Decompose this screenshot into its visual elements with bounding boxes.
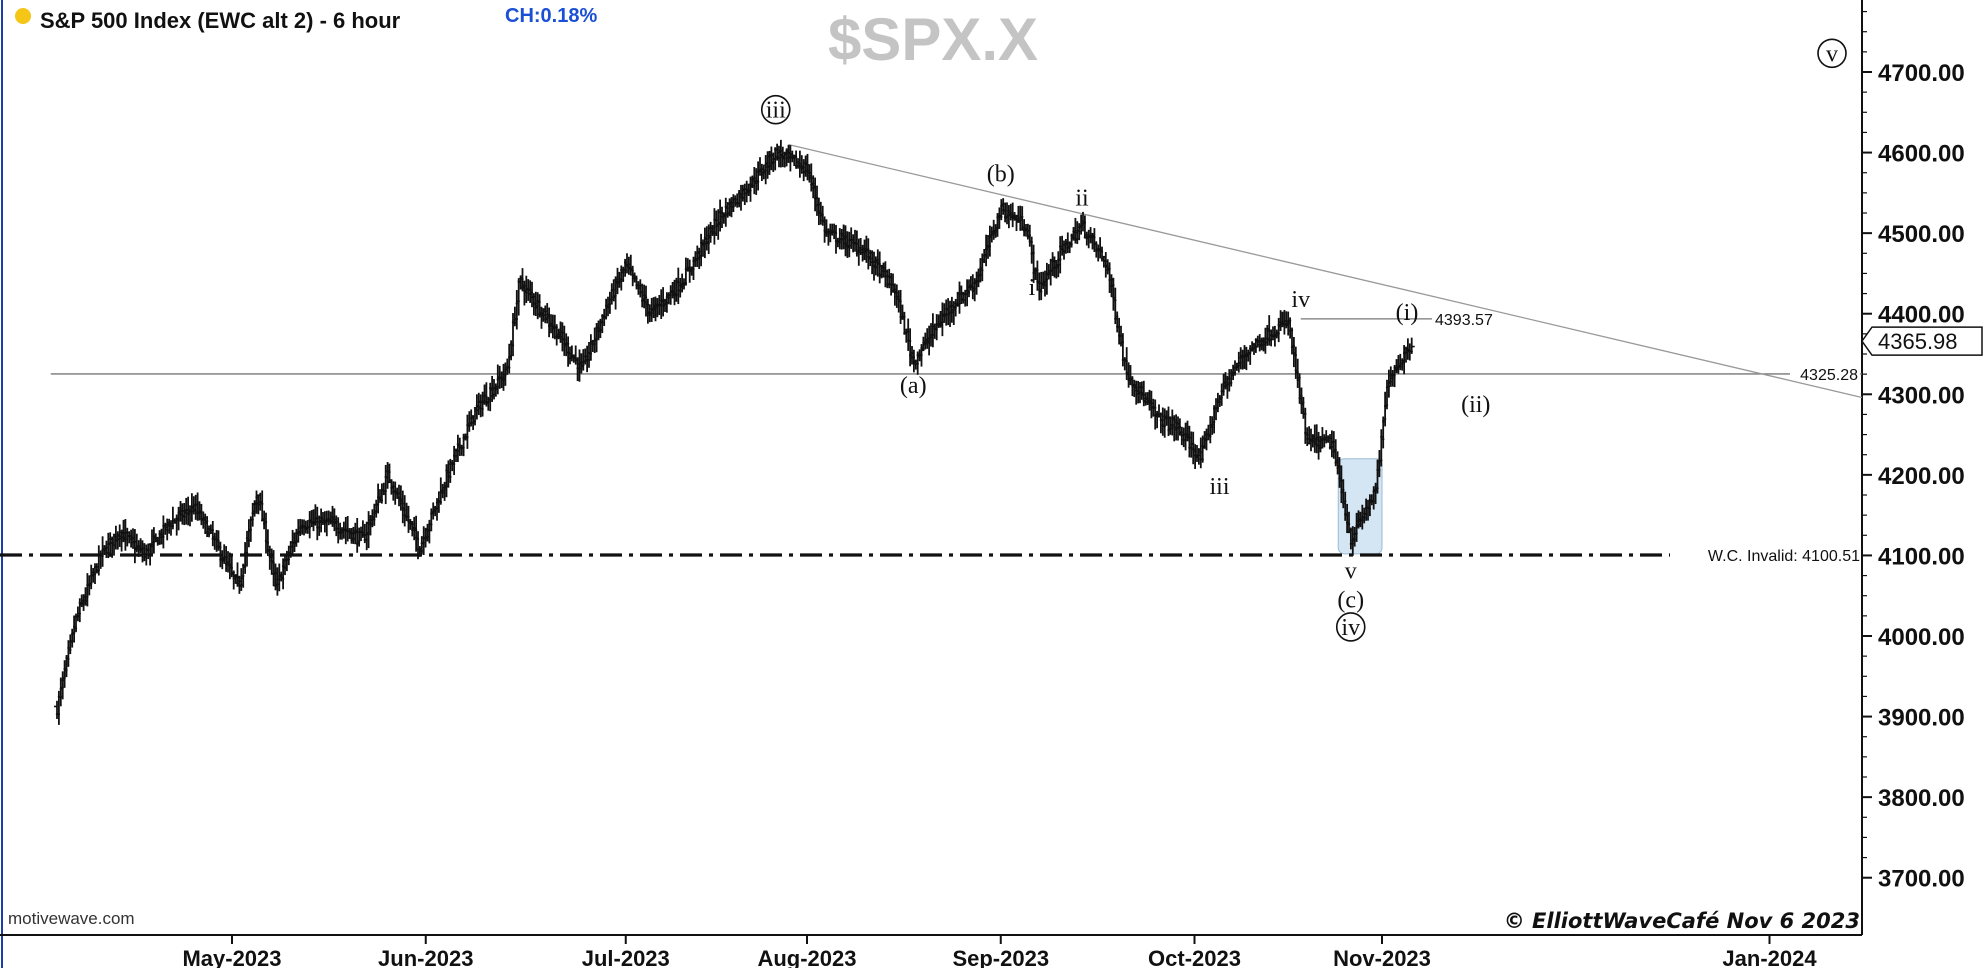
wave-label-v: v (1345, 559, 1357, 585)
svg-text:(b): (b) (987, 161, 1015, 187)
level-label: 4393.57 (1435, 312, 1493, 329)
y-tick-label: 4000.00 (1878, 624, 1965, 651)
y-tick-label: 4200.00 (1878, 463, 1965, 490)
svg-text:(c): (c) (1337, 588, 1364, 614)
symbol-watermark: $SPX.X (828, 6, 1038, 73)
wave-label-iv-circled: iv (1335, 612, 1366, 642)
wave-label-c: (c) (1337, 588, 1364, 614)
trendline (788, 143, 1863, 399)
wave-label-iii-circled: iii (760, 94, 791, 125)
wave-label-a: (a) (900, 373, 927, 399)
wave-label-v-circled: v (1817, 38, 1847, 69)
x-tick-label: Oct-2023 (1148, 946, 1241, 968)
y-tick-label: 4100.00 (1878, 543, 1965, 570)
ohlc-bars (54, 139, 1415, 725)
wave-label-b: (b) (987, 161, 1015, 187)
y-tick-label: 4500.00 (1878, 221, 1965, 248)
y-tick-label: 4300.00 (1878, 382, 1965, 409)
x-axis: May-2023 Jun-2023 Jul-2023 Aug-2023 Sep-2023… (182, 935, 1817, 968)
wave-label-iv: iv (1291, 287, 1310, 313)
x-tick-label: Jul-2023 (582, 946, 670, 968)
wave-label-i: i (1029, 275, 1036, 301)
y-tick-label: 4700.00 (1878, 60, 1965, 87)
y-axis: 3700.00 3800.00 3900.00 4000.00 4100.00 4200.… (1862, 10, 1965, 893)
y-tick-label: 4600.00 (1878, 141, 1965, 168)
y-tick-label: 3800.00 (1878, 785, 1965, 812)
y-tick-label: 4400.00 (1878, 302, 1965, 329)
level-label: 4325.28 (1800, 367, 1858, 384)
svg-text:iv: iv (1291, 287, 1310, 313)
y-tick-label: 3900.00 (1878, 705, 1965, 732)
x-tick-label: Sep-2023 (952, 946, 1049, 968)
copyright-label: © ElliottWaveCafé Nov 6 2023 (1504, 909, 1860, 933)
svg-text:(i): (i) (1396, 300, 1419, 326)
wave-label-ii: (ii) (1461, 392, 1490, 418)
wave-label-ii: ii (1075, 185, 1089, 211)
wave-label-iii: iii (1209, 474, 1229, 500)
svg-text:ii: ii (1075, 185, 1089, 211)
svg-text:iii: iii (1209, 474, 1229, 500)
wave-label-i: (i) (1396, 300, 1419, 326)
invalidation-label: W.C. Invalid: 4100.51 (1708, 548, 1860, 565)
current-price-tag: 4365.98 (1861, 326, 1983, 356)
svg-text:(a): (a) (900, 373, 927, 399)
x-tick-label: May-2023 (182, 946, 281, 968)
x-tick-label: Aug-2023 (757, 946, 856, 968)
svg-text:iv: iv (1341, 615, 1360, 641)
svg-text:iii: iii (766, 98, 786, 124)
change-percent: CH:0.18% (505, 5, 597, 27)
svg-text:v: v (1826, 41, 1838, 67)
svg-text:(ii): (ii) (1461, 392, 1490, 418)
current-price-value: 4365.98 (1878, 329, 1958, 354)
svg-text:i: i (1029, 275, 1036, 301)
x-tick-label: Jun-2023 (378, 946, 473, 968)
svg-text:v: v (1345, 559, 1357, 585)
status-dot-icon (15, 8, 31, 24)
ohlc-bar (1408, 337, 1415, 354)
chart-title: S&P 500 Index (EWC alt 2) - 6 hour (40, 8, 401, 33)
x-tick-label: Jan-2024 (1722, 946, 1817, 968)
source-label: motivewave.com (8, 909, 135, 928)
x-tick-label: Nov-2023 (1333, 946, 1431, 968)
y-tick-label: 3700.00 (1878, 866, 1965, 893)
